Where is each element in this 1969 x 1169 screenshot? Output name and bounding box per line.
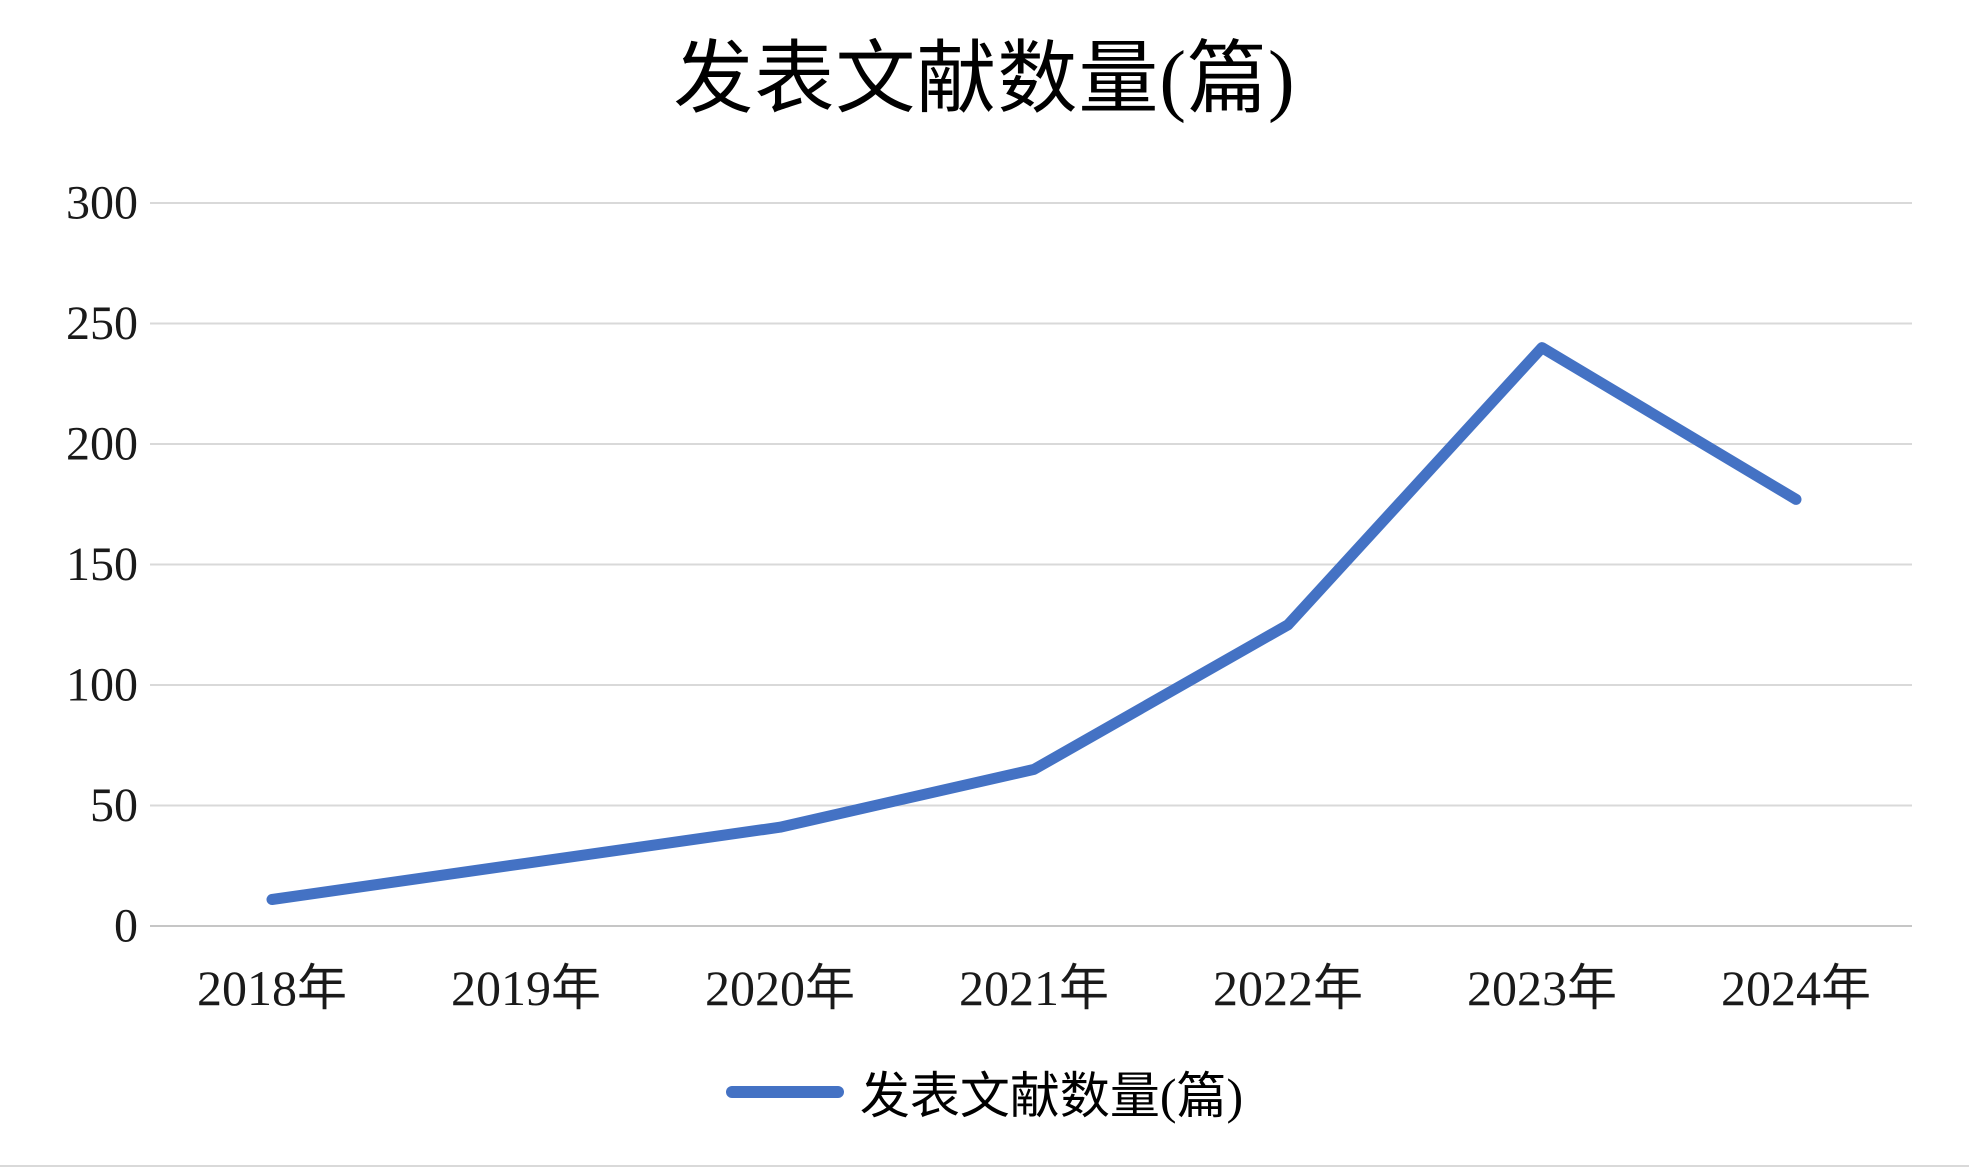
x-tick-label: 2022年 [1213, 960, 1363, 1016]
page-bottom-border [0, 1165, 1969, 1167]
y-tick-label: 200 [66, 418, 138, 471]
legend-line-swatch [725, 1086, 844, 1098]
y-tick-label: 300 [66, 177, 138, 230]
x-tick-label: 2024年 [1721, 960, 1871, 1016]
y-tick-label: 150 [66, 538, 138, 591]
y-tick-label: 0 [114, 900, 138, 953]
y-tick-label: 100 [66, 659, 138, 712]
x-tick-label: 2020年 [705, 960, 855, 1016]
data-line [266, 342, 1802, 905]
legend: 发表文献数量(篇) [0, 1056, 1969, 1128]
chart-title: 发表文献数量(篇) [673, 36, 1296, 124]
x-tick-label: 2019年 [451, 960, 601, 1016]
x-tick-label: 2018年 [197, 960, 347, 1016]
y-tick-label: 50 [90, 779, 138, 832]
y-tick-label: 250 [66, 297, 138, 350]
legend-label: 发表文献数量(篇) [859, 1068, 1244, 1124]
x-tick-label: 2023年 [1467, 960, 1617, 1016]
x-tick-label: 2021年 [959, 960, 1109, 1016]
